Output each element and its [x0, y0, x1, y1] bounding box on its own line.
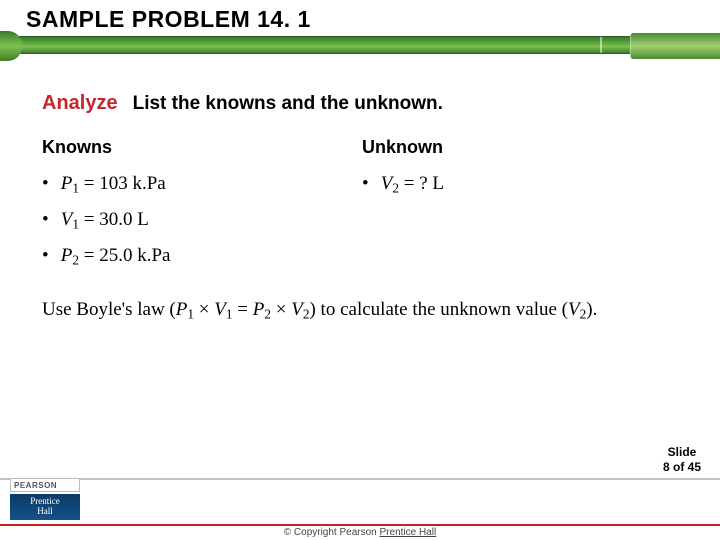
op: × [271, 299, 291, 320]
analyze-instruction: List the knowns and the unknown. [133, 93, 443, 114]
para-text: Use Boyle's law ( [42, 299, 176, 320]
slide-container: SAMPLE PROBLEM 14. 1 Analyze List the kn… [0, 0, 720, 540]
known-item: • P1 = 103 k.Pa [42, 166, 362, 202]
slide-label: Slide [656, 445, 708, 459]
header-bar-notch [630, 33, 720, 59]
slide-position: 8 of 45 [656, 460, 708, 474]
columns: Knowns • P1 = 103 k.Pa • V1 = 30.0 L • P… [42, 137, 678, 274]
copyright-link: Prentice Hall [380, 527, 437, 538]
var: P [253, 299, 265, 320]
rhs: 25.0 k.Pa [99, 245, 170, 266]
rhs: 103 k.Pa [99, 173, 166, 194]
sub: 2 [72, 253, 79, 268]
copyright: © Copyright Pearson Prentice Hall [0, 527, 720, 538]
footer: Slide 8 of 45 PEARSON Prentice Hall © Co… [0, 458, 720, 540]
var: V [568, 299, 580, 320]
var: P [61, 173, 73, 194]
logo-pearson-text: PEARSON [10, 478, 80, 492]
header-bar-divider [600, 37, 602, 53]
rhs: ? L [419, 173, 444, 194]
footer-redline [0, 524, 720, 526]
var: P [61, 245, 73, 266]
analyze-line: Analyze List the knowns and the unknown. [42, 92, 678, 115]
var: P [176, 299, 188, 320]
header-band: SAMPLE PROBLEM 14. 1 [0, 0, 720, 54]
op: × [194, 299, 214, 320]
var: V [214, 299, 226, 320]
para-text: ). [586, 299, 597, 320]
content-area: Analyze List the knowns and the unknown.… [42, 92, 678, 328]
slide-number-badge: Slide 8 of 45 [654, 443, 710, 476]
known-item: • V1 = 30.0 L [42, 202, 362, 238]
knowns-heading: Knowns [42, 137, 362, 158]
analyze-keyword: Analyze [42, 92, 118, 114]
knowns-column: Knowns • P1 = 103 k.Pa • V1 = 30.0 L • P… [42, 137, 362, 274]
var: V [381, 173, 393, 194]
unknown-column: Unknown • V2 = ? L [362, 137, 622, 274]
rhs: 30.0 L [99, 209, 149, 230]
slide-title: SAMPLE PROBLEM 14. 1 [26, 6, 311, 33]
sub: 1 [72, 180, 79, 195]
var: V [291, 299, 303, 320]
pearson-logo: PEARSON Prentice Hall [10, 478, 80, 520]
logo-line: Hall [12, 507, 78, 516]
sub: 2 [264, 307, 271, 322]
known-item: • P2 = 25.0 k.Pa [42, 238, 362, 274]
var: V [61, 209, 73, 230]
unknown-heading: Unknown [362, 137, 622, 158]
header-green-bar [0, 36, 720, 54]
explanation-paragraph: Use Boyle's law (P1 × V1 = P2 × V2) to c… [42, 292, 678, 328]
sub: 2 [392, 180, 399, 195]
logo-prentice-hall: Prentice Hall [10, 494, 80, 520]
op: = [233, 299, 253, 320]
para-text: ) to calculate the unknown value ( [309, 299, 568, 320]
sub: 1 [226, 307, 233, 322]
footer-rule [0, 478, 720, 480]
sub: 1 [72, 216, 79, 231]
copyright-text: © Copyright Pearson [284, 527, 380, 538]
unknown-item: • V2 = ? L [362, 166, 622, 202]
